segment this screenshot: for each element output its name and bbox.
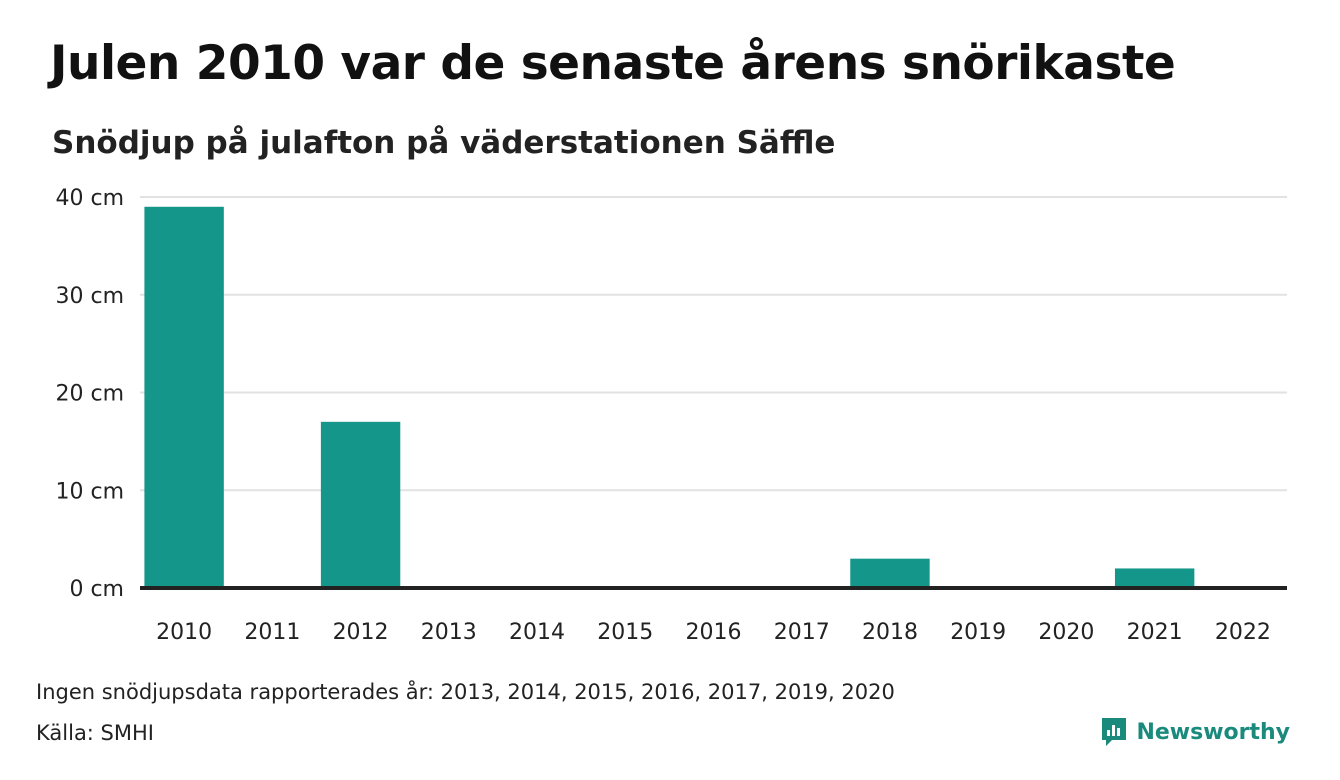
x-tick-label: 2012	[333, 620, 389, 645]
source-credit: Källa: SMHI	[36, 721, 154, 745]
y-tick-label: 10 cm	[55, 479, 124, 504]
newsworthy-brand[interactable]: Newsworthy	[1100, 716, 1290, 748]
x-tick-label: 2010	[156, 620, 212, 645]
brand-name: Newsworthy	[1136, 719, 1290, 745]
bar-2010	[144, 206, 224, 588]
y-tick-label: 40 cm	[55, 186, 124, 211]
x-tick-label: 2017	[774, 620, 830, 645]
bar-2018	[850, 558, 930, 588]
x-tick-label: 2016	[686, 620, 742, 645]
x-tick-label: 2019	[950, 620, 1006, 645]
x-tick-label: 2011	[244, 620, 300, 645]
x-tick-label: 2020	[1038, 620, 1094, 645]
bar-2012	[320, 421, 401, 588]
x-tick-label: 2013	[421, 620, 477, 645]
bars	[144, 206, 1195, 588]
chart-subtitle: Snödjup på julafton på väderstationen Sä…	[52, 125, 836, 161]
missing-data-note: Ingen snödjupsdata rapporterades år: 201…	[36, 680, 895, 704]
x-tick-label: 2015	[597, 620, 653, 645]
x-tick-label: 2022	[1215, 620, 1271, 645]
x-tick-label: 2021	[1127, 620, 1183, 645]
y-tick-label: 0 cm	[69, 577, 124, 602]
x-tick-label: 2018	[862, 620, 918, 645]
bar-2021	[1114, 568, 1195, 588]
x-tick-label: 2014	[509, 620, 565, 645]
y-tick-label: 30 cm	[55, 284, 124, 309]
newsworthy-logo-icon	[1102, 718, 1127, 746]
gridlines	[140, 196, 1287, 492]
y-tick-label: 20 cm	[55, 382, 124, 407]
y-axis-tick-labels: 0 cm 10 cm 20 cm 30 cm 40 cm	[55, 186, 124, 602]
x-axis-tick-labels: 2010 2011 2012 2013 2014 2015 2016 2017 2018 2019…	[156, 620, 1271, 645]
chart-title: Julen 2010 var de senaste årens snörikas…	[50, 36, 1176, 91]
